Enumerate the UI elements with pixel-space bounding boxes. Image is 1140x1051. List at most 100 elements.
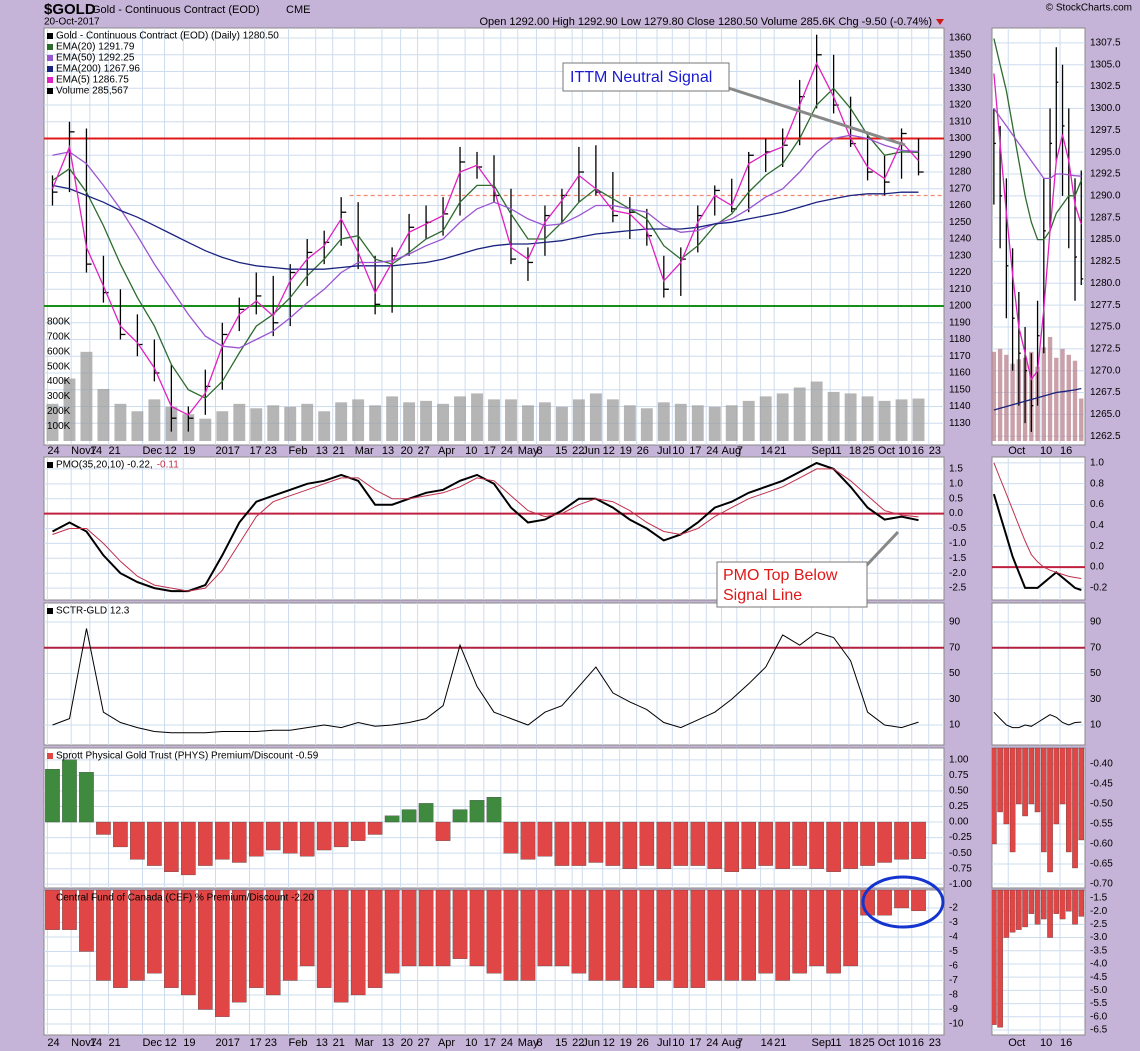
bar bbox=[435, 821, 451, 841]
legend-swatch bbox=[47, 753, 53, 759]
y-tick-label: 90 bbox=[1090, 617, 1102, 628]
y-tick-label: -7 bbox=[949, 975, 958, 986]
x-tick-label: Nov7 bbox=[71, 445, 97, 457]
volume-bar bbox=[1060, 348, 1065, 441]
volume-bar bbox=[80, 351, 93, 441]
volume-bar bbox=[810, 381, 823, 441]
bar bbox=[1028, 748, 1035, 805]
exchange: CME bbox=[286, 4, 310, 16]
volume-bar bbox=[1041, 347, 1046, 441]
legend-label: EMA(50) 1292.25 bbox=[56, 53, 135, 64]
y-tick-label: 90 bbox=[949, 617, 961, 628]
bar bbox=[1072, 748, 1078, 869]
y-tick-label: 70 bbox=[949, 642, 961, 653]
x-tick-label: 10 bbox=[1040, 445, 1052, 457]
y-tick-label: 0.6 bbox=[1090, 499, 1104, 510]
bar bbox=[894, 821, 909, 860]
bar bbox=[350, 821, 366, 841]
legend-label: SCTR-GLD 12.3 bbox=[56, 606, 130, 617]
legend-swatch bbox=[47, 66, 53, 72]
y-tick-label: -4 bbox=[949, 932, 958, 943]
x-tick-label: Aug bbox=[722, 1037, 742, 1049]
bar bbox=[1016, 748, 1022, 805]
bar bbox=[79, 772, 94, 823]
legend-label: PMO(35,20,10) -0.22, bbox=[56, 460, 153, 471]
y-tick-label: 1180 bbox=[949, 334, 971, 345]
bar bbox=[367, 821, 383, 835]
x-tick-label: 19 bbox=[620, 1037, 632, 1049]
volume-bar bbox=[335, 402, 348, 441]
series-line bbox=[52, 184, 919, 270]
panel: -1.5 -2.0 -2.5 -3.0 -3.5 -4.0 -4.5 -5.0 -5.5 -6.0… bbox=[991, 889, 1108, 1049]
bar bbox=[1009, 890, 1016, 933]
x-tick-label: 20 bbox=[401, 445, 413, 457]
x-tick-label: 25 bbox=[862, 1037, 874, 1049]
bar bbox=[520, 821, 536, 860]
x-tick-label: May bbox=[518, 445, 539, 457]
bar bbox=[758, 890, 773, 974]
bar bbox=[1009, 748, 1016, 853]
x-tick-label: 17 bbox=[484, 445, 496, 457]
x-tick-label: 17 bbox=[249, 445, 261, 457]
x-tick-label: 7 bbox=[737, 445, 743, 457]
bar bbox=[503, 890, 519, 981]
series-line bbox=[52, 628, 919, 734]
bar bbox=[877, 821, 892, 863]
y-tick-label: 1280 bbox=[949, 167, 972, 178]
volume-bar bbox=[572, 399, 585, 441]
bar bbox=[265, 890, 281, 996]
volume-tick-label: 200K bbox=[47, 406, 71, 417]
volume-tick-label: 300K bbox=[47, 391, 71, 402]
series-line bbox=[993, 711, 1082, 729]
bar bbox=[299, 821, 315, 857]
y-tick-label: -4.0 bbox=[1090, 959, 1108, 970]
bar bbox=[554, 821, 570, 866]
x-tick-label: 21 bbox=[333, 1037, 345, 1049]
x-tick-label: 12 bbox=[603, 1037, 615, 1049]
y-tick-label: -6.0 bbox=[1090, 1011, 1108, 1022]
x-tick-label: 22 bbox=[572, 1037, 584, 1049]
volume-bar bbox=[114, 403, 127, 441]
callout-text: Signal Line bbox=[723, 587, 802, 604]
bar bbox=[265, 821, 281, 851]
x-tick-label: 17 bbox=[689, 1037, 701, 1049]
volume-bar bbox=[1079, 398, 1084, 441]
legend-swatch bbox=[47, 895, 53, 901]
panel: -0.40 -0.45 -0.50 -0.55 -0.60 -0.65 -0.70 bbox=[991, 747, 1113, 890]
bar bbox=[79, 890, 94, 952]
y-tick-label: 1220 bbox=[949, 267, 972, 278]
volume-bar bbox=[606, 399, 619, 441]
bar bbox=[486, 890, 502, 974]
series-line bbox=[993, 38, 1082, 241]
y-tick-label: 1272.5 bbox=[1090, 343, 1121, 354]
volume-bar bbox=[403, 402, 416, 441]
y-tick-label: 0.0 bbox=[949, 508, 963, 519]
y-tick-label: 1260 bbox=[949, 200, 972, 211]
x-tick-label: 26 bbox=[637, 1037, 649, 1049]
legend-swatch bbox=[47, 44, 53, 50]
x-tick-label: 17 bbox=[689, 445, 701, 457]
y-tick-label: 1297.5 bbox=[1090, 125, 1121, 136]
y-tick-label: -0.40 bbox=[1090, 759, 1113, 770]
legend-label: EMA(5) 1286.75 bbox=[56, 75, 129, 86]
x-tick-label: 2017 bbox=[216, 1037, 240, 1049]
bar bbox=[232, 890, 247, 1003]
y-tick-label: 1330 bbox=[949, 83, 972, 94]
y-tick-label: 0.8 bbox=[1090, 478, 1104, 489]
bar bbox=[469, 800, 485, 823]
bar bbox=[1041, 890, 1047, 920]
bar bbox=[96, 821, 111, 835]
y-tick-label: 1200 bbox=[949, 301, 972, 312]
y-tick-label: 1160 bbox=[949, 368, 971, 379]
x-tick-label: Jun bbox=[582, 445, 600, 457]
bar bbox=[503, 821, 519, 854]
bar bbox=[367, 890, 383, 988]
y-tick-label: -2.0 bbox=[1090, 906, 1108, 917]
volume-bar bbox=[1010, 363, 1015, 441]
plot-area bbox=[992, 462, 1085, 591]
bar bbox=[741, 890, 756, 981]
x-tick-label: Jun bbox=[582, 1037, 600, 1049]
legend-swatch bbox=[47, 33, 53, 39]
y-tick-label: 1292.5 bbox=[1090, 169, 1121, 180]
x-tick-label: 21 bbox=[109, 1037, 121, 1049]
